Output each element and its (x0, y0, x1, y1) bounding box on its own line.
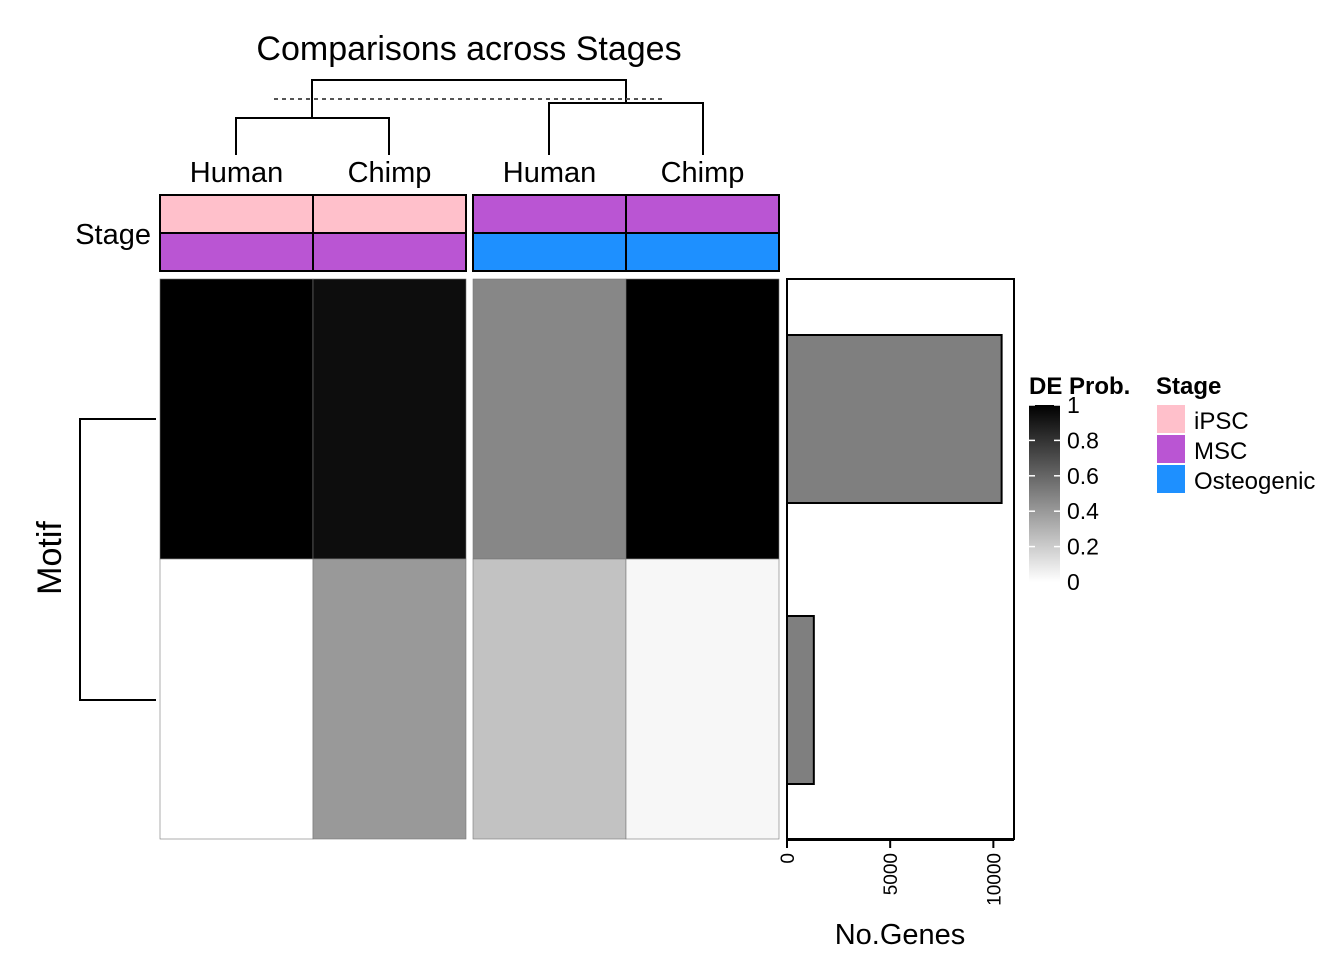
de-legend-tick-label: 0 (1067, 569, 1080, 595)
stage-tile (625, 232, 780, 272)
column-label: Human (190, 157, 284, 189)
stage-legend-swatch (1157, 435, 1185, 463)
de-legend-colorbar (1029, 405, 1060, 582)
gene-count-bars (786, 334, 1003, 785)
stage-legend-label: Osteogenic (1194, 468, 1315, 495)
heatmap-cells (159, 278, 780, 840)
gene-count-bar (786, 334, 1003, 504)
bar-axis-label: No.Genes (835, 919, 966, 951)
de-legend-title: DE Prob. (1029, 373, 1130, 400)
chart-title: Comparisons across Stages (256, 30, 681, 68)
stage-annotation-label: Stage (75, 219, 151, 251)
stage-legend-label: MSC (1194, 438, 1247, 465)
column-label: Human (503, 157, 597, 189)
gene-count-bar (786, 615, 815, 785)
heatmap-cell (312, 278, 467, 560)
stage-legend-swatch (1157, 465, 1185, 493)
heatmap-cell (312, 558, 467, 840)
column-dendrogram (235, 79, 704, 155)
stage-legend-items: iPSC MSC Osteogenic (1157, 405, 1315, 495)
stage-tile (159, 232, 314, 272)
stage-tile (312, 194, 467, 234)
column-label: Chimp (661, 157, 745, 189)
stage-annotation (159, 194, 780, 272)
heatmap-cell (625, 558, 780, 840)
row-axis-label: Motif (31, 521, 69, 595)
stage-legend-swatch (1157, 405, 1185, 433)
bar-tick-label: 0 (778, 853, 799, 864)
heatmap-cell (625, 278, 780, 560)
stage-tile (312, 232, 467, 272)
stage-legend-title: Stage (1156, 373, 1221, 400)
row-dendrogram (79, 418, 156, 701)
heatmap-cell (472, 278, 627, 560)
stage-tile (472, 194, 627, 234)
de-legend-tick-label: 0.8 (1067, 427, 1099, 453)
de-legend-tick-label: 0.6 (1067, 463, 1099, 489)
de-legend-tick-label: 0.4 (1067, 498, 1099, 524)
de-legend-ticks: 1 0.8 0.6 0.4 0.2 0 (1029, 392, 1099, 595)
stage-legend-label: iPSC (1194, 408, 1249, 435)
column-label: Chimp (348, 157, 432, 189)
bar-axis: 0 5000 10000 (778, 839, 1014, 906)
heatmap-cell (159, 278, 314, 560)
column-labels: Human Chimp Human Chimp (190, 157, 745, 189)
heatmap-cell (472, 558, 627, 840)
stage-tile (625, 194, 780, 234)
de-legend-tick-label: 0.2 (1067, 534, 1099, 560)
stage-tile (159, 194, 314, 234)
bar-tick-label: 10000 (984, 853, 1005, 906)
heatmap-cell (159, 558, 314, 840)
stage-tile (472, 232, 627, 272)
bar-tick-label: 5000 (881, 853, 902, 895)
de-legend-tick-label: 1 (1067, 392, 1080, 418)
